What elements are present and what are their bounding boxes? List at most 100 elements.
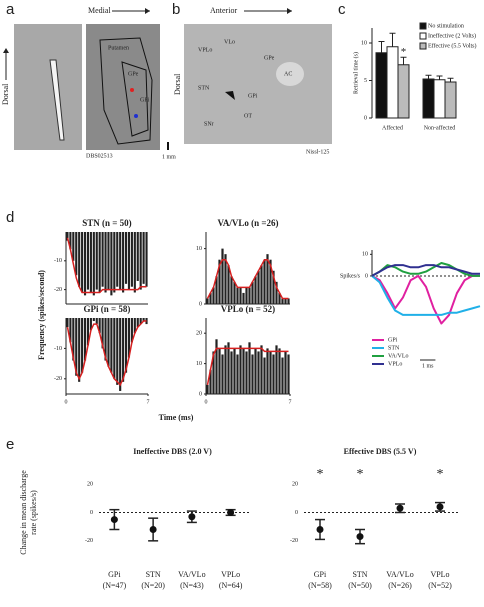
y-tick-label: 10 bbox=[196, 361, 202, 367]
histogram-bar bbox=[263, 259, 266, 304]
histogram-bar bbox=[66, 318, 69, 328]
histogram-bar bbox=[233, 281, 236, 304]
chart-title: STN (n = 50) bbox=[82, 218, 131, 228]
histogram-bar bbox=[130, 232, 133, 287]
x-tick-label: 0 bbox=[205, 399, 208, 405]
histogram-bar bbox=[66, 232, 69, 241]
direction-label: Dorsal bbox=[1, 83, 10, 105]
arrow-head bbox=[225, 91, 235, 100]
x-tick-label: (N=43) bbox=[180, 581, 204, 590]
y-tick-label: 0 bbox=[199, 391, 202, 397]
histogram-bar bbox=[254, 276, 257, 304]
mean-point bbox=[356, 533, 364, 541]
region-label: OT bbox=[244, 113, 252, 119]
histogram-bar bbox=[89, 232, 92, 293]
region-label: GPe bbox=[264, 55, 275, 61]
histogram-bar bbox=[98, 232, 101, 293]
bar bbox=[433, 79, 446, 119]
chart-title: GPi (n = 58) bbox=[84, 304, 131, 314]
histogram-bar bbox=[136, 232, 139, 281]
y-tick-label: -10 bbox=[54, 258, 62, 264]
histogram-bar bbox=[251, 354, 254, 394]
y-tick-label: 10 bbox=[196, 246, 202, 252]
y-tick-label: 0 bbox=[295, 510, 298, 516]
histogram-bar bbox=[206, 384, 209, 394]
y-tick-label: -20 bbox=[85, 538, 93, 544]
x-tick-label: VPLo bbox=[221, 570, 240, 579]
histogram-bar bbox=[242, 348, 245, 394]
x-tick-label: GPi bbox=[314, 570, 327, 579]
legend-swatch bbox=[419, 42, 427, 50]
histogram-bar bbox=[95, 232, 98, 290]
outline bbox=[121, 61, 149, 137]
histogram-bar bbox=[136, 318, 139, 328]
histogram-bar bbox=[122, 318, 125, 382]
chart-title: VA/VLo (n =26) bbox=[218, 218, 279, 228]
x-tick-label: Affected bbox=[382, 124, 403, 131]
histogram-bar bbox=[218, 348, 221, 394]
histogram-bar bbox=[119, 232, 122, 290]
histogram-bar bbox=[107, 318, 110, 367]
histogram-bar bbox=[127, 318, 131, 358]
x-tick-label: 7 bbox=[147, 399, 150, 405]
histogram-bar bbox=[239, 287, 242, 304]
direction-label: Dorsal bbox=[173, 73, 182, 95]
histogram-bar bbox=[206, 298, 209, 304]
axis-label: Spikes/s bbox=[340, 273, 361, 279]
histogram-bar bbox=[116, 232, 119, 287]
chart-title: Effective DBS (5.5 V) bbox=[344, 447, 417, 456]
histogram-bar bbox=[75, 232, 78, 276]
histogram-bar bbox=[127, 232, 131, 290]
line bbox=[371, 274, 480, 325]
mean-point bbox=[227, 509, 235, 516]
legend-label: Effective (5.5 Volts) bbox=[428, 42, 477, 49]
histology-image bbox=[86, 24, 160, 150]
panel-label: a bbox=[6, 1, 15, 18]
histogram-bar bbox=[92, 318, 95, 322]
region-label: Putamen bbox=[108, 45, 129, 51]
y-tick-label: 20 bbox=[87, 482, 93, 488]
y-tick-label: 10 bbox=[362, 252, 368, 258]
histogram-bar bbox=[221, 248, 224, 304]
histogram-bar bbox=[215, 276, 218, 304]
x-tick-label: (N=47) bbox=[103, 581, 127, 590]
histogram-bar bbox=[124, 318, 128, 373]
x-tick-label: Non-affected bbox=[424, 124, 456, 131]
bar bbox=[422, 78, 435, 119]
histogram-bar bbox=[281, 298, 284, 304]
axis-label: Retrieval time (s) bbox=[352, 52, 359, 94]
histogram-bar bbox=[133, 318, 136, 334]
histogram-bar bbox=[78, 232, 81, 287]
histogram-bar bbox=[142, 232, 145, 284]
histogram-bar bbox=[145, 232, 148, 287]
histogram-bar bbox=[86, 232, 90, 290]
histogram-bar bbox=[275, 281, 278, 304]
histogram-bar bbox=[221, 354, 224, 394]
histogram-bar bbox=[275, 345, 278, 394]
bar bbox=[397, 64, 410, 119]
panel-label: d bbox=[6, 209, 14, 226]
histogram-bar bbox=[139, 318, 142, 325]
y-tick-label: 20 bbox=[292, 482, 298, 488]
marker bbox=[134, 114, 138, 118]
histogram-bar bbox=[81, 318, 84, 373]
histogram-bar bbox=[133, 232, 136, 293]
histogram-bar bbox=[227, 342, 230, 394]
significance: * bbox=[317, 467, 324, 482]
bar bbox=[375, 52, 388, 119]
y-tick-label: 5 bbox=[364, 78, 367, 84]
x-tick-label: VA/VLo bbox=[178, 570, 205, 579]
panel-label: e bbox=[6, 436, 14, 453]
fit-curve bbox=[66, 237, 147, 294]
histogram-bar bbox=[272, 270, 275, 304]
fit-curve bbox=[66, 320, 147, 387]
axis-label: Frequency (spikes/second) bbox=[37, 270, 46, 360]
histogram-bar bbox=[263, 357, 266, 394]
histogram-bar bbox=[119, 318, 122, 391]
y-tick-label: 0 bbox=[365, 273, 368, 279]
axis-label: Time (ms) bbox=[159, 413, 194, 422]
histogram-bar bbox=[130, 318, 133, 343]
region bbox=[276, 62, 304, 86]
histogram-bar bbox=[236, 354, 239, 394]
